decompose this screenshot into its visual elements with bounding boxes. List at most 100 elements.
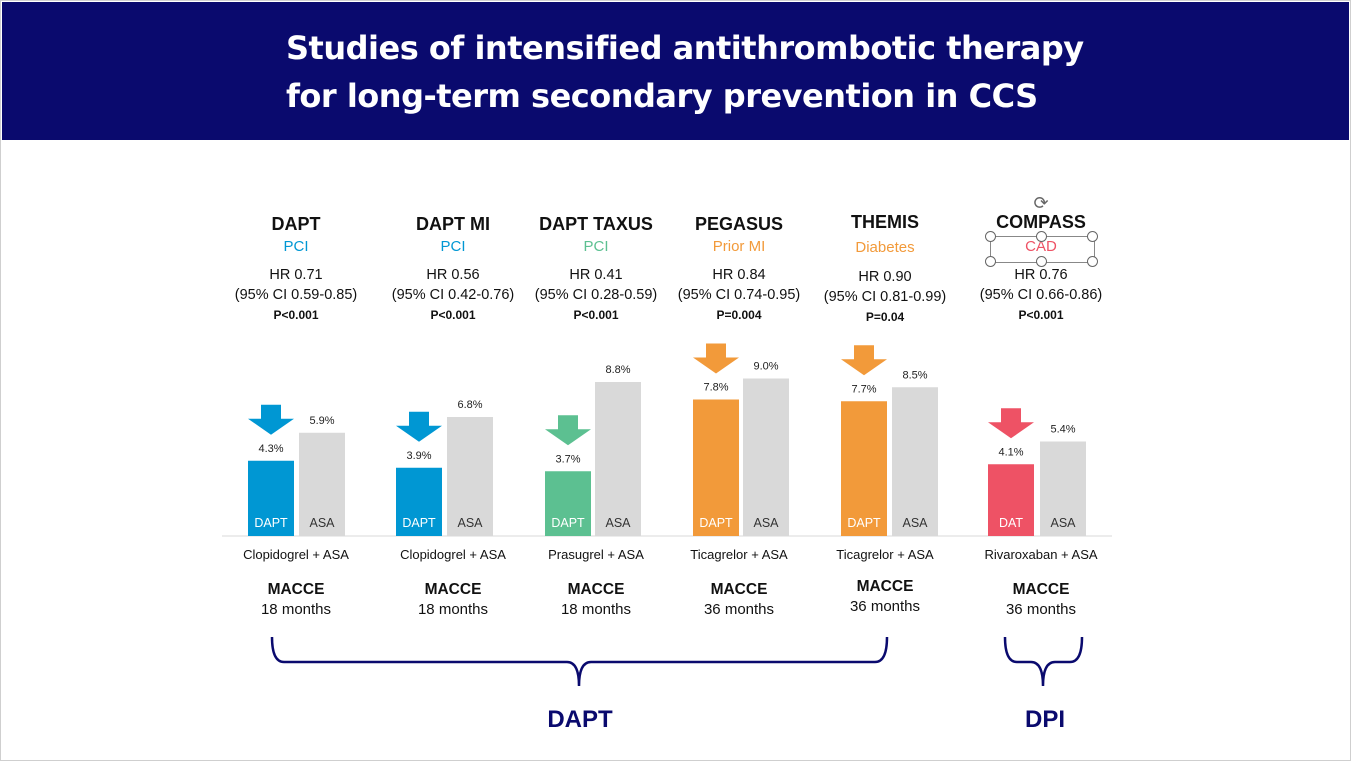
data-label-control: 5.9%: [309, 415, 334, 427]
regimen-label: Ticagrelor + ASA: [836, 547, 934, 562]
bar-treatment: [693, 399, 739, 536]
p-value: P=0.004: [716, 308, 762, 322]
bar-control: [892, 387, 938, 536]
study-name: DAPT: [271, 214, 321, 234]
hazard-ratio: HR 0.76: [1014, 267, 1068, 283]
endpoint-label: MACCE: [567, 581, 625, 598]
regimen-label: Prasugrel + ASA: [548, 547, 644, 562]
down-arrow-icon: [545, 415, 591, 446]
brace-dapt: [270, 636, 889, 687]
bar-treatment: [396, 467, 442, 536]
study-population: PCI: [583, 238, 609, 255]
down-arrow-icon: [988, 408, 1034, 439]
confidence-interval: (95% CI 0.42-0.76): [391, 287, 515, 303]
resize-handle[interactable]: [985, 256, 996, 267]
duration-label: 36 months: [1005, 601, 1077, 618]
endpoint-label: MACCE: [424, 581, 482, 598]
bar-treatment: [841, 401, 887, 536]
resize-handle[interactable]: [1036, 256, 1047, 267]
bar-label-treatment: DAPT: [847, 516, 881, 530]
data-label-treatment: 4.1%: [998, 446, 1023, 458]
resize-handle[interactable]: [985, 231, 996, 242]
bar-treatment: [988, 464, 1034, 536]
hazard-ratio: HR 0.71: [269, 267, 323, 283]
bar-label-control: ASA: [605, 516, 631, 530]
hazard-ratio: HR 0.90: [858, 269, 912, 285]
data-label-control: 8.8%: [605, 364, 630, 376]
confidence-interval: (95% CI 0.28-0.59): [534, 287, 658, 303]
bar-label-control: ASA: [902, 516, 928, 530]
confidence-interval: (95% CI 0.59-0.85): [234, 287, 358, 303]
study-name: PEGASUS: [694, 214, 784, 234]
endpoint-label: MACCE: [710, 581, 768, 598]
regimen-label: Clopidogrel + ASA: [400, 547, 506, 562]
resize-handle[interactable]: [1036, 231, 1047, 242]
bar-label-treatment: DAPT: [699, 516, 733, 530]
hazard-ratio: HR 0.41: [569, 267, 623, 283]
study-population: CAD: [1025, 238, 1057, 255]
study-name: DAPT TAXUS: [539, 214, 653, 234]
data-label-control: 5.4%: [1050, 424, 1075, 436]
p-value: P<0.001: [430, 308, 476, 322]
duration-label: 18 months: [560, 601, 632, 618]
title-line-1: Studies of intensified antithrombotic th…: [286, 29, 1084, 67]
study-name: THEMIS: [850, 212, 919, 232]
down-arrow-icon: [396, 411, 442, 442]
endpoint-label: MACCE: [856, 578, 914, 595]
duration-label: 36 months: [849, 598, 921, 615]
data-label-control: 6.8%: [457, 399, 482, 411]
endpoint-label: MACCE: [267, 581, 325, 598]
study-name: DAPT MI: [416, 214, 490, 234]
hazard-ratio: HR 0.84: [712, 267, 766, 283]
down-arrow-icon: [693, 343, 739, 374]
study-population: PCI: [283, 238, 309, 255]
resize-handle[interactable]: [1087, 231, 1098, 242]
bar-label-treatment: DAPT: [254, 516, 288, 530]
bar-treatment: [545, 471, 591, 536]
data-label-control: 8.5%: [902, 369, 927, 381]
confidence-interval: (95% CI 0.81-0.99): [823, 289, 947, 305]
data-label-treatment: 3.7%: [555, 453, 580, 465]
hazard-ratio: HR 0.56: [426, 267, 480, 283]
title-banner: Studies of intensified antithrombotic th…: [2, 2, 1349, 140]
data-label-treatment: 7.7%: [851, 383, 876, 395]
bar-control: [1040, 441, 1086, 536]
p-value: P=0.04: [865, 310, 905, 324]
duration-label: 18 months: [260, 601, 332, 618]
duration-label: 36 months: [703, 601, 775, 618]
brace-dpi: [1003, 636, 1084, 687]
resize-handle[interactable]: [1087, 256, 1098, 267]
bar-control: [743, 378, 789, 536]
confidence-interval: (95% CI 0.66-0.86): [979, 287, 1103, 303]
study-name: COMPASS: [996, 212, 1086, 232]
p-value: P<0.001: [1018, 308, 1064, 322]
data-label-treatment: 7.8%: [703, 382, 728, 394]
down-arrow-icon: [248, 404, 294, 435]
endpoint-label: MACCE: [1012, 581, 1070, 598]
confidence-interval: (95% CI 0.74-0.95): [677, 287, 801, 303]
p-value: P<0.001: [273, 308, 319, 322]
regimen-label: Ticagrelor + ASA: [690, 547, 788, 562]
group-label-dapt: DAPT: [547, 706, 613, 733]
title-line-2: for long-term secondary prevention in CC…: [286, 77, 1038, 115]
study-population: Prior MI: [712, 238, 766, 255]
down-arrow-icon: [841, 345, 887, 376]
data-label-treatment: 3.9%: [406, 450, 431, 462]
regimen-label: Rivaroxaban + ASA: [984, 547, 1098, 562]
bar-label-control: ASA: [1050, 516, 1076, 530]
bar-label-treatment: DAT: [999, 516, 1023, 530]
bar-label-treatment: DAPT: [402, 516, 436, 530]
group-label-dpi: DPI: [1024, 706, 1065, 733]
study-population: Diabetes: [855, 239, 915, 256]
bar-control: [447, 417, 493, 536]
bar-control: [299, 432, 345, 536]
rotate-handle-icon[interactable]: ⟳: [1033, 193, 1049, 213]
bar-label-treatment: DAPT: [551, 516, 585, 530]
p-value: P<0.001: [573, 308, 619, 322]
study-population: PCI: [440, 238, 466, 255]
data-label-control: 9.0%: [753, 361, 778, 373]
bar-label-control: ASA: [457, 516, 483, 530]
bar-control: [595, 382, 641, 536]
duration-label: 18 months: [417, 601, 489, 618]
